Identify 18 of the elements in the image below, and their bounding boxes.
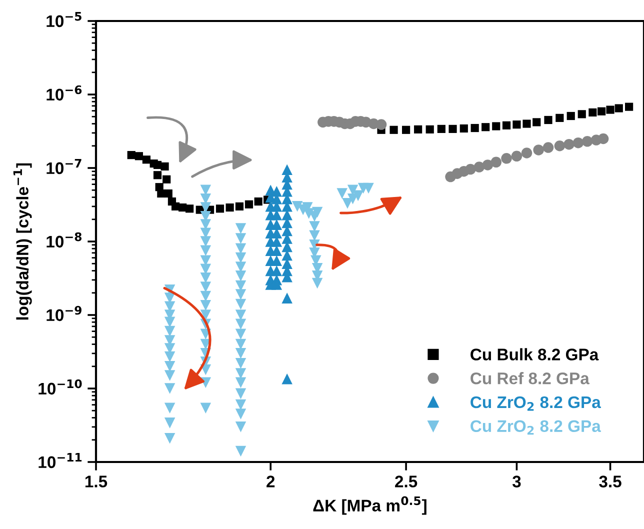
y-tick-label: 10$^{−10}$: [38, 379, 82, 395]
x-tick-label: 1.5: [85, 476, 108, 488]
legend-label: Cu Ref 8.2 GPa: [470, 372, 590, 384]
y-axis-title: log(da/dN) [cycle$^{−1}$]: [13, 163, 32, 320]
y-tick-label: 10$^{−7}$: [46, 159, 82, 174]
legend-label: Cu ZrO$_{2}$ 8.2 GPa: [470, 420, 601, 435]
y-tick-label: 10$^{−6}$: [46, 85, 82, 101]
y-tick-label: 10$^{−8}$: [46, 232, 82, 248]
y-tick-label: 10$^{−5}$: [46, 12, 82, 28]
y-tick-label: 10$^{−11}$: [38, 453, 82, 468]
x-tick-label: 3.5: [599, 476, 622, 488]
legend-label: Cu Bulk 8.2 GPa: [470, 348, 599, 360]
x-tick-label: 2: [266, 476, 275, 488]
x-tick-label: 3: [512, 476, 521, 488]
x-tick-label: 2.5: [395, 476, 418, 488]
legend-label: Cu ZrO$_{2}$ 8.2 GPa: [470, 396, 601, 411]
x-axis-title: ΔK [MPa m$^{0.5}$]: [313, 496, 426, 515]
y-tick-label: 10$^{−9}$: [46, 306, 82, 322]
